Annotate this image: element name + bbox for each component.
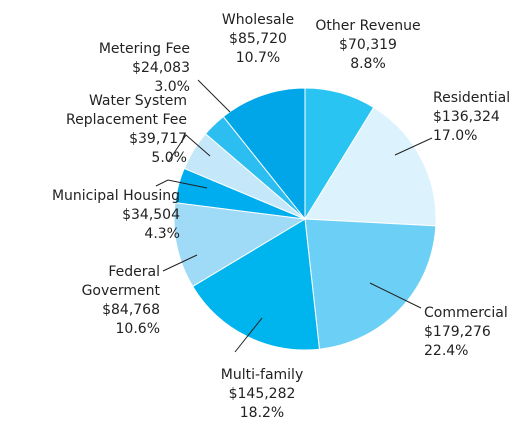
slice-label: Other Revenue [315,18,420,34]
pie-slice [222,87,306,221]
slice-label: Replacement Fee [66,112,187,128]
pie [173,87,437,351]
leader-lines [155,79,433,353]
percent-label: 8.8% [350,56,386,72]
slice-label: Metering Fee [99,41,190,57]
value-label: $179,276 [424,324,491,340]
value-label: $24,083 [132,60,190,76]
leader-line [369,282,422,309]
percent-label: 3.0% [154,79,190,95]
slice-label: Water System [89,93,187,109]
percent-label: 18.2% [240,405,284,421]
pie-slice [304,106,437,227]
leader-line [394,137,433,156]
pie-slice [304,218,437,350]
leader-line [234,317,263,353]
leader-line [197,79,231,113]
slice-label: Federal [108,264,160,280]
pie-slice [173,202,307,288]
slice-label: Commercial [424,305,508,321]
leader-line [162,254,198,272]
slice-label: Wholesale [222,12,294,28]
slice-label: Goverment [82,283,161,299]
value-label: $39,717 [129,131,187,147]
value-label: $145,282 [229,386,296,402]
percent-label: 4.3% [144,226,180,242]
value-label: $84,768 [102,302,160,318]
value-label: $85,720 [229,31,287,47]
value-label: $136,324 [433,109,500,125]
percent-label: 22.4% [424,343,468,359]
value-label: $70,319 [339,37,397,53]
leader-line [167,134,211,163]
percent-label: 10.7% [236,50,280,66]
leader-line [155,179,208,189]
percent-label: 10.6% [116,321,160,337]
labels: Other Revenue $70,319 8.8% Residential $136,… [52,12,510,421]
slice-label: Municipal Housing [52,188,180,204]
percent-label: 17.0% [433,128,477,144]
slice-label: Residential [433,90,510,106]
slice-label: Multi-family [221,367,303,383]
percent-label: 5.0% [151,150,187,166]
value-label: $34,504 [122,207,180,223]
